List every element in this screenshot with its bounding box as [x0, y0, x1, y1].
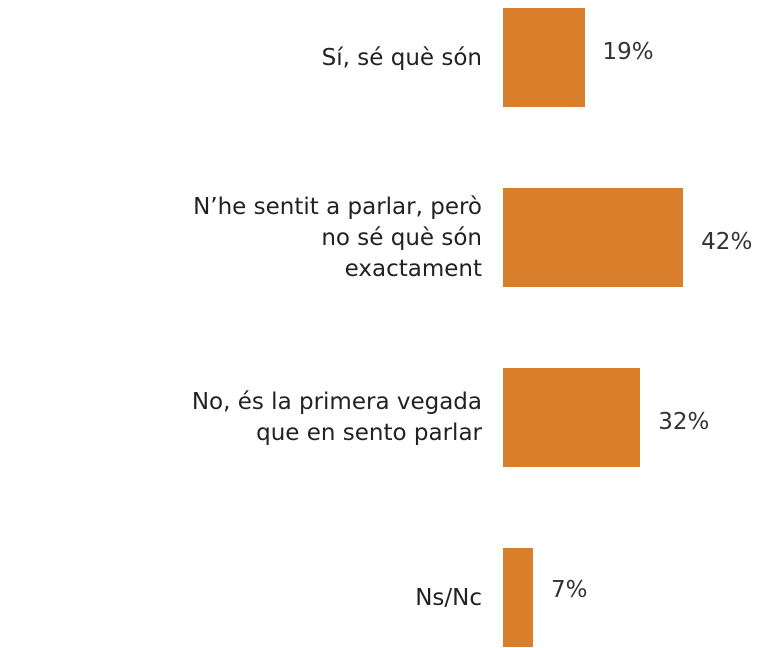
bar — [503, 368, 641, 467]
bar — [503, 548, 534, 647]
category-label: Sí, sé què són — [321, 44, 482, 71]
category-label: No, és la primera vegada que en sento pa… — [191, 389, 482, 446]
value-label: 19% — [602, 38, 654, 65]
category-label: Ns/Nc — [415, 584, 482, 611]
category-label: N’he sentit a parlar, però no sé què són… — [193, 193, 482, 282]
value-label: 42% — [701, 228, 753, 255]
value-label: 7% — [551, 576, 588, 603]
value-label: 32% — [658, 408, 710, 435]
bar — [503, 8, 585, 107]
bar — [503, 188, 684, 287]
